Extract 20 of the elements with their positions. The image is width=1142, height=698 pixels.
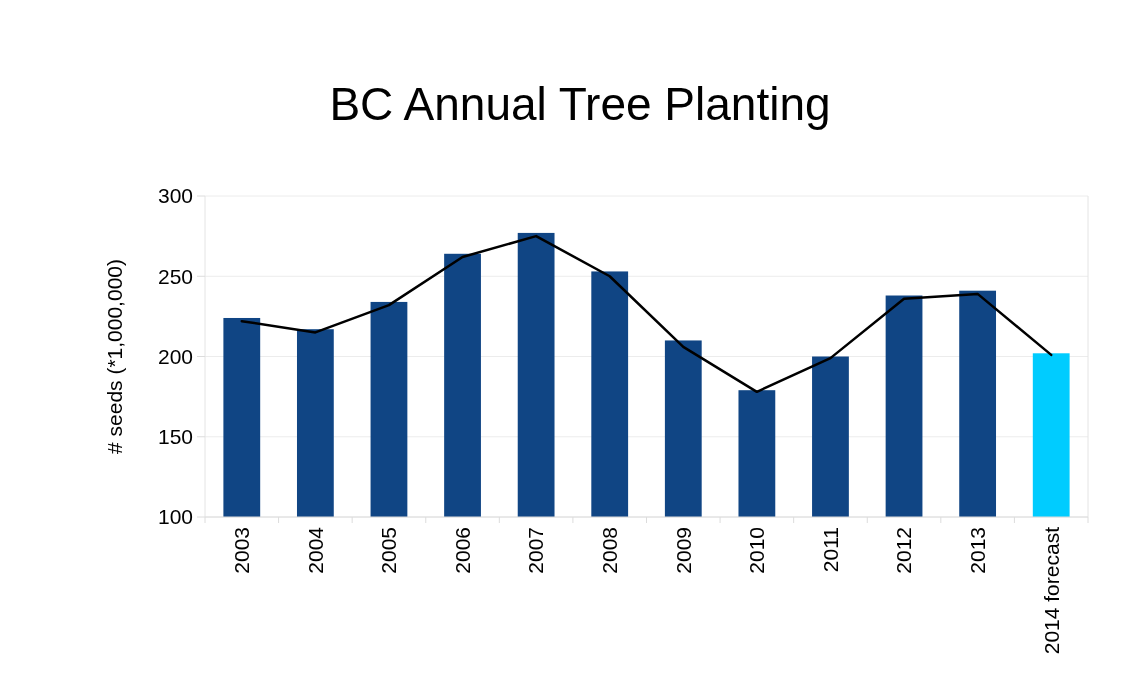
line-series <box>240 234 1053 394</box>
chart-title: BC Annual Tree Planting <box>329 78 831 130</box>
x-tick-label: 2011 <box>818 527 842 573</box>
x-tick-label: 2003 <box>230 527 254 574</box>
x-tick-label: 2010 <box>745 527 769 574</box>
x-tick-label: 2013 <box>965 527 989 574</box>
y-tick-label: 100 <box>157 505 193 529</box>
x-tick-label: 2014 forecast <box>1039 526 1063 655</box>
x-tick-label: 2004 <box>303 526 327 574</box>
y-tick-label: 200 <box>157 344 193 368</box>
y-tick-label: 300 <box>157 184 193 208</box>
y-tick-label: 250 <box>157 264 193 288</box>
x-tick-label: 2006 <box>450 527 474 574</box>
x-tick-label: 2009 <box>671 527 695 574</box>
y-tick-label: 150 <box>157 425 193 449</box>
x-tick-label: 2007 <box>524 527 548 574</box>
x-tick-label: 2008 <box>598 527 622 574</box>
y-axis-title: # seeds (*1,000,000) <box>103 259 126 454</box>
x-tick-label: 2012 <box>892 527 916 574</box>
x-tick-label: 2005 <box>377 527 401 574</box>
